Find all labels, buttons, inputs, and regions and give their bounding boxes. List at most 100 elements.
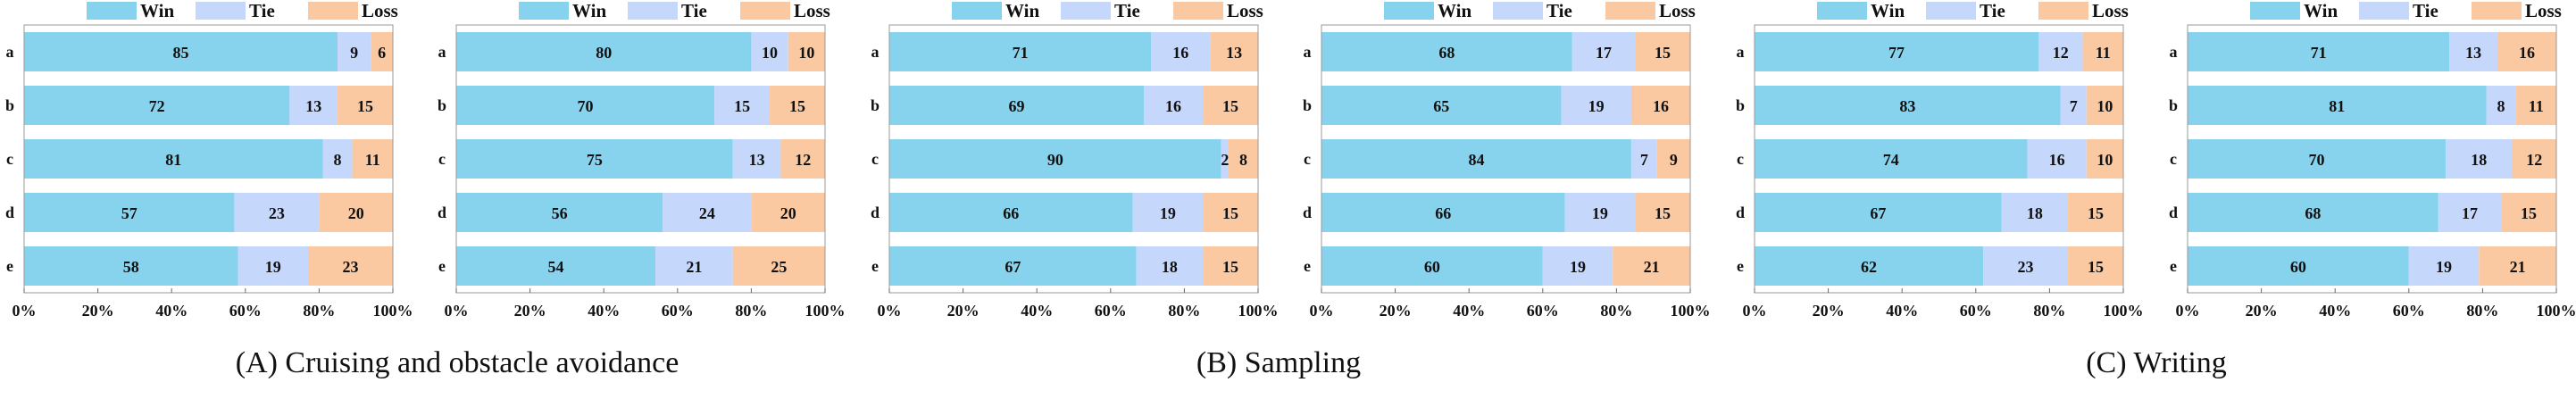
bar-value-b-loss: 15 (357, 97, 373, 115)
x-tick-label: 20% (1380, 302, 1412, 320)
bar-value-e-tie: 18 (1162, 258, 1178, 276)
category-label-c: c (2170, 150, 2177, 168)
bar-d-win (1755, 193, 2002, 232)
category-label-a: a (438, 43, 446, 61)
bar-value-c-loss: 8 (1239, 151, 1247, 169)
legend-swatch-tie (1061, 2, 1111, 20)
bar-value-e-loss: 25 (771, 258, 787, 276)
x-tick-label: 0% (878, 302, 902, 320)
category-label-b: b (871, 96, 880, 114)
bar-b-loss (770, 86, 825, 125)
bar-b-tie (1143, 86, 1204, 125)
bar-b-win (889, 86, 1144, 125)
x-tick-label: 20% (2246, 302, 2278, 320)
bar-b-tie (714, 86, 771, 125)
legend-label-loss: Loss (1227, 0, 1263, 21)
legend-swatch-win (2250, 2, 2300, 20)
bar-b-tie (2060, 86, 2087, 125)
bar-value-d-tie: 17 (2462, 204, 2478, 222)
x-tick-label: 60% (2393, 302, 2425, 320)
bar-b-tie (1561, 86, 1631, 125)
bar-a-tie (1151, 32, 1211, 71)
bar-a-loss (2497, 32, 2556, 71)
legend-swatch-tie (2359, 2, 2409, 20)
bar-c-loss (352, 139, 393, 179)
bar-e-loss (2479, 246, 2556, 286)
plot-frame (1754, 24, 2124, 294)
legend-swatch-loss (740, 2, 790, 20)
bar-value-c-loss: 9 (1670, 151, 1678, 169)
bar-value-e-win: 60 (1424, 258, 1440, 276)
legend-swatch-win (519, 2, 569, 20)
legend-label-tie: Tie (681, 0, 707, 21)
bar-value-d-loss: 15 (1222, 204, 1238, 222)
bar-e-tie (1542, 246, 1613, 286)
x-tick-label: 100% (805, 302, 846, 320)
bar-value-c-tie: 7 (1640, 151, 1648, 169)
bar-value-b-tie: 8 (2497, 97, 2505, 115)
category-label-e: e (6, 257, 13, 275)
bar-value-d-loss: 15 (2088, 204, 2104, 222)
bar-c-loss (2512, 139, 2556, 179)
caption-b: (B) Sampling (1196, 346, 1362, 379)
bar-value-c-loss: 11 (365, 151, 380, 169)
bar-a-win (1321, 32, 1572, 71)
bar-d-tie (234, 193, 320, 232)
legend-label-loss: Loss (2525, 0, 2562, 21)
bar-value-d-tie: 19 (1160, 204, 1176, 222)
bar-c-loss (1228, 139, 1258, 179)
plot-frame (23, 24, 394, 294)
bar-e-win (1755, 246, 1984, 286)
bar-c-tie (732, 139, 781, 179)
plot-frame (1321, 24, 1691, 294)
legend-label-win: Win (1005, 0, 1039, 21)
x-tick-label: 20% (947, 302, 980, 320)
bar-d-tie (1564, 193, 1636, 232)
bar-c-tie (2027, 139, 2087, 179)
plot-frame (455, 24, 826, 294)
bar-value-b-win: 65 (1433, 97, 1449, 115)
bar-value-b-loss: 15 (789, 97, 805, 115)
bar-value-a-tie: 9 (350, 44, 358, 62)
bar-d-loss (319, 193, 393, 232)
category-label-d: d (2169, 204, 2178, 221)
bar-value-b-tie: 13 (305, 97, 321, 115)
bar-e-win (24, 246, 238, 286)
category-label-d: d (871, 204, 880, 221)
category-label-c: c (438, 150, 446, 168)
legend-swatch-win (87, 2, 137, 20)
x-tick-label: 0% (2176, 302, 2200, 320)
bar-c-tie (1221, 139, 1229, 179)
bar-value-a-tie: 17 (1596, 44, 1612, 62)
legend-label-win: Win (572, 0, 606, 21)
bar-a-win (2188, 32, 2450, 71)
x-tick-label: 0% (445, 302, 469, 320)
plot-frame (888, 24, 1259, 294)
category-label-c: c (871, 150, 879, 168)
bar-value-c-tie: 16 (2049, 151, 2065, 169)
category-label-c: c (1737, 150, 1744, 168)
legend-label-tie: Tie (1114, 0, 1140, 21)
bar-value-e-win: 54 (548, 258, 564, 276)
bar-value-d-win: 66 (1003, 204, 1019, 222)
bar-e-loss (1613, 246, 1690, 286)
category-label-c: c (1304, 150, 1311, 168)
bar-c-win (2188, 139, 2447, 179)
x-tick-label: 20% (1813, 302, 1845, 320)
bar-d-loss (751, 193, 825, 232)
bar-d-loss (1635, 193, 1690, 232)
caption-a: (A) Cruising and obstacle avoidance (235, 346, 679, 379)
category-label-b: b (438, 96, 446, 114)
bar-value-c-tie: 8 (334, 151, 342, 169)
x-tick-label: 60% (229, 302, 262, 320)
bar-e-tie (1136, 246, 1204, 286)
legend-swatch-tie (1493, 2, 1543, 20)
x-tick-label: 60% (1527, 302, 1559, 320)
x-tick-label: 80% (1168, 302, 1200, 320)
legend-swatch-loss (308, 2, 358, 20)
bar-value-e-tie: 23 (2018, 258, 2034, 276)
legend-swatch-loss (1173, 2, 1223, 20)
legend-label-win: Win (2304, 0, 2338, 21)
bar-e-tie (238, 246, 309, 286)
bar-value-e-tie: 21 (686, 258, 702, 276)
